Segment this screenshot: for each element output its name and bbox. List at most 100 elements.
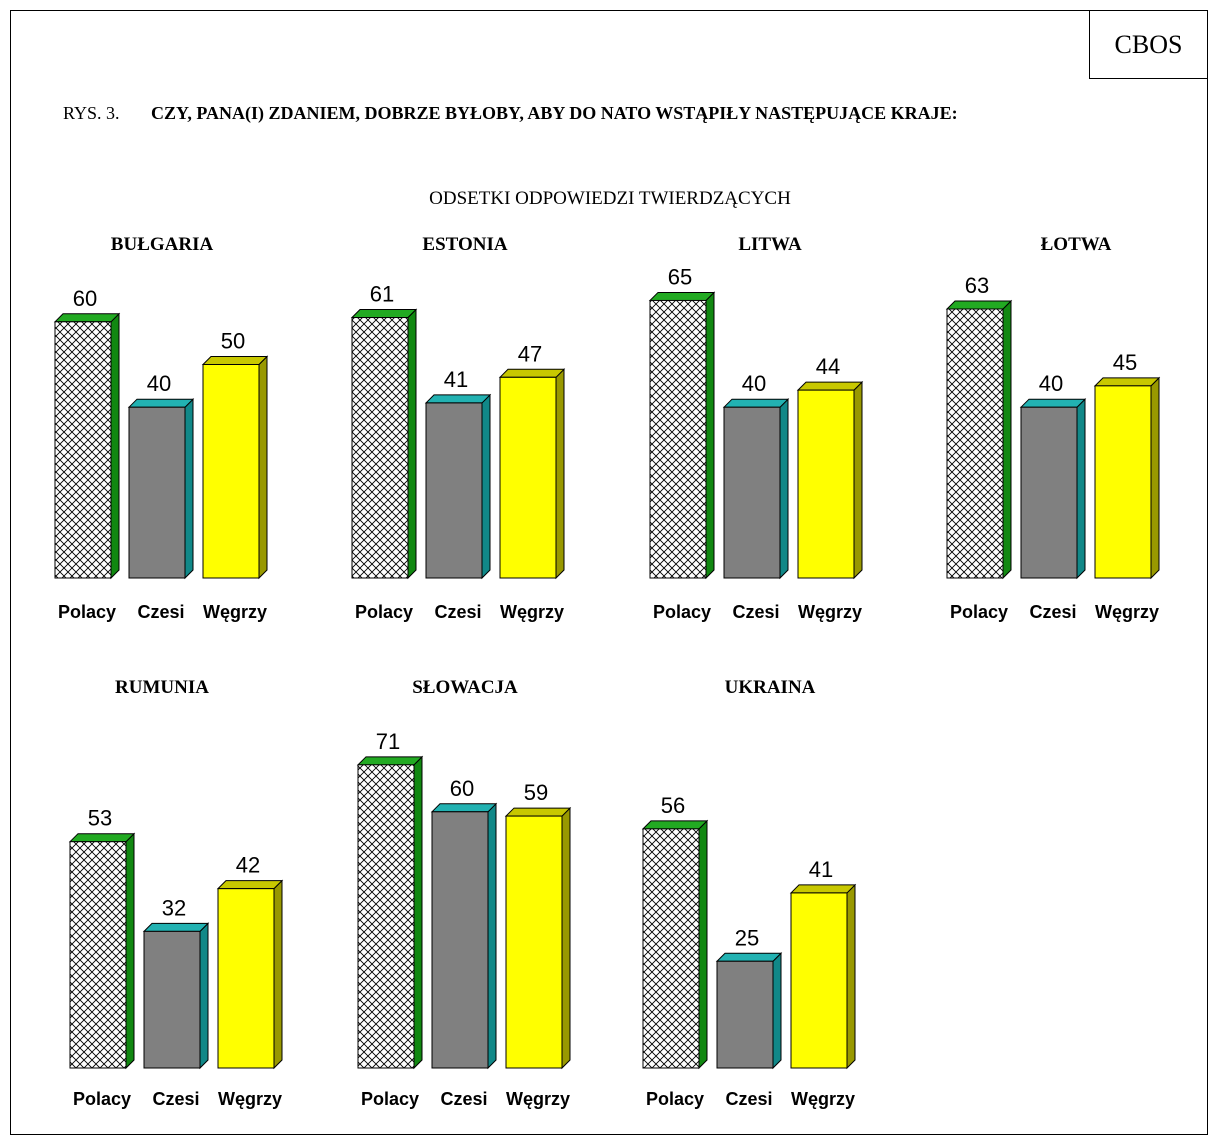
- bar-front: [642, 828, 700, 1069]
- chart-title: RUMUNIA: [115, 677, 209, 698]
- bar-top: [201, 356, 269, 365]
- bar-czesi: 40 Czesi: [722, 371, 790, 622]
- category-label: Czesi: [152, 1089, 199, 1109]
- category-label: Polacy: [73, 1089, 131, 1109]
- value-label: 41: [809, 857, 833, 882]
- bar-top: [68, 833, 136, 843]
- bar-side: [273, 879, 283, 1070]
- bar-wegrzy: 42 Węgrzy: [216, 853, 284, 1109]
- bar-front: [351, 317, 409, 579]
- bar-top: [424, 394, 492, 404]
- bar-side: [561, 806, 571, 1070]
- bar-top: [945, 300, 1013, 310]
- category-label: Polacy: [653, 602, 711, 622]
- category-label: Czesi: [440, 1089, 487, 1109]
- bar-front: [1020, 406, 1078, 579]
- value-label: 60: [73, 286, 97, 311]
- bar-front: [790, 892, 848, 1069]
- bar-wegrzy: 47 Węgrzy: [498, 341, 566, 622]
- bar-front: [143, 930, 201, 1069]
- value-label: 45: [1113, 350, 1137, 375]
- value-label: 59: [524, 780, 548, 805]
- category-label: Węgrzy: [203, 602, 267, 622]
- bar-side: [772, 952, 782, 1070]
- bar-top: [641, 820, 709, 830]
- bar-front: [357, 764, 415, 1069]
- bar-wegrzy: 41 Węgrzy: [789, 857, 857, 1109]
- bar-front: [505, 815, 563, 1069]
- question-title: CZY, PANA(I) ZDANIEM, DOBRZE BYŁOBY, ABY…: [151, 103, 958, 123]
- bar-side: [846, 883, 856, 1070]
- value-label: 63: [965, 273, 989, 298]
- value-label: 61: [370, 282, 394, 307]
- category-label: Węgrzy: [1095, 602, 1159, 622]
- bar-top: [127, 398, 195, 408]
- bar-front: [946, 308, 1004, 579]
- bar-top: [715, 952, 783, 962]
- figure-label: RYS. 3.: [63, 103, 120, 123]
- category-label: Czesi: [732, 602, 779, 622]
- bar-wegrzy: 59 Węgrzy: [504, 780, 572, 1109]
- cbos-badge: CBOS: [1089, 11, 1207, 79]
- bar-side: [779, 397, 789, 580]
- bar-front: [425, 402, 483, 579]
- category-label: Polacy: [58, 602, 116, 622]
- chart-title: ŁOTWA: [1041, 234, 1112, 255]
- value-label: 56: [661, 793, 685, 818]
- bar-czesi: 32 Czesi: [142, 895, 210, 1109]
- value-label: 50: [221, 329, 245, 354]
- category-label: Czesi: [725, 1089, 772, 1109]
- bar-side: [258, 355, 268, 580]
- bar-czesi: 40 Czesi: [1019, 371, 1087, 622]
- value-label: 40: [147, 371, 171, 396]
- bar-top: [789, 884, 857, 894]
- category-label: Węgrzy: [500, 602, 564, 622]
- bar-side: [110, 312, 120, 580]
- category-label: Czesi: [1029, 602, 1076, 622]
- bar-polacy: 56 Polacy: [641, 793, 709, 1109]
- bar-side: [413, 755, 423, 1070]
- bar-front: [797, 389, 855, 579]
- bar-front: [723, 406, 781, 579]
- chart-title: ESTONIA: [422, 234, 507, 255]
- bar-side: [555, 368, 565, 580]
- value-label: 71: [376, 729, 400, 754]
- category-label: Czesi: [137, 602, 184, 622]
- bar-top: [796, 381, 864, 391]
- bar-front: [1094, 385, 1152, 579]
- figure-frame: CBOS RYS. 3. CZY, PANA(I) ZDANIEM, DOBRZ…: [10, 10, 1208, 1135]
- bar-front: [649, 299, 707, 579]
- bar-side: [407, 308, 417, 580]
- category-label: Polacy: [646, 1089, 704, 1109]
- bar-side: [853, 380, 863, 580]
- chart-bułgaria: BUŁGARIA 60 Polacy 40 Czesi 50 Węgrzy: [53, 234, 269, 622]
- bar-front: [716, 960, 774, 1069]
- bar-side: [481, 393, 491, 580]
- bar-side: [1002, 299, 1012, 580]
- bar-side: [705, 291, 715, 580]
- bar-top: [430, 803, 498, 813]
- bar-top: [356, 756, 424, 766]
- chart-słowacja: SŁOWACJA 71 Polacy 60 Czesi 59 Węgrzy: [356, 677, 572, 1109]
- bar-side: [184, 397, 194, 580]
- bar-polacy: 63 Polacy: [945, 273, 1013, 622]
- value-label: 40: [742, 371, 766, 396]
- bar-wegrzy: 50 Węgrzy: [201, 329, 269, 622]
- value-label: 25: [735, 925, 759, 950]
- bar-side: [487, 802, 497, 1070]
- chart-subtitle: ODSETKI ODPOWIEDZI TWIERDZĄCYCH: [429, 188, 791, 209]
- bar-front: [217, 888, 275, 1069]
- bar-top: [53, 313, 121, 323]
- value-label: 60: [450, 776, 474, 801]
- bar-top: [1019, 398, 1087, 408]
- bar-polacy: 65 Polacy: [648, 264, 716, 622]
- chart-title: UKRAINA: [725, 677, 816, 698]
- bar-side: [125, 832, 135, 1070]
- value-label: 32: [162, 895, 186, 920]
- bar-czesi: 25 Czesi: [715, 925, 783, 1109]
- bar-top: [722, 398, 790, 408]
- value-label: 40: [1039, 371, 1063, 396]
- chart-title: SŁOWACJA: [412, 677, 518, 698]
- bar-polacy: 60 Polacy: [53, 286, 121, 622]
